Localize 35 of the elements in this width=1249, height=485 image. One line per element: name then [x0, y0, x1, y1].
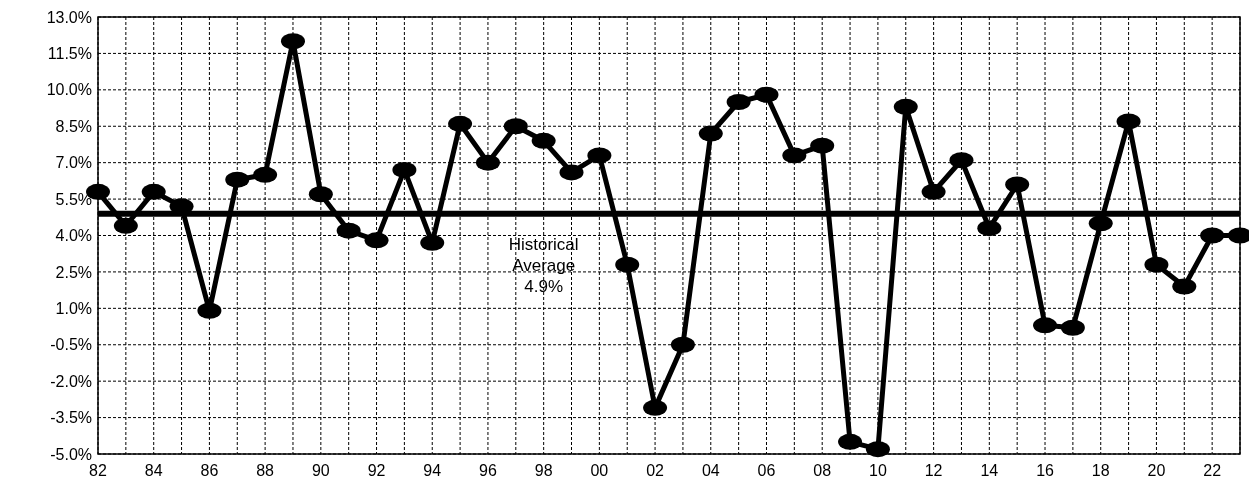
y-tick-label: 8.5%	[55, 117, 92, 135]
x-tick-label: 10	[869, 462, 887, 479]
x-tick-label: 98	[534, 462, 553, 479]
x-tick-label: 08	[813, 462, 832, 479]
x-tick-label: 96	[479, 462, 497, 479]
x-tick-label: 90	[311, 462, 330, 479]
x-tick-label: 04	[701, 462, 720, 479]
x-tick-label: 82	[89, 462, 107, 479]
x-tick-label: 94	[423, 462, 442, 479]
y-tick-label: 2.5%	[55, 263, 92, 281]
x-tick-label: 20	[1147, 462, 1166, 479]
x-tick-label: 12	[924, 462, 943, 479]
y-tick-label: 4.0%	[55, 227, 92, 245]
x-tick-label: 06	[757, 462, 776, 479]
y-tick-label: 1.0%	[55, 299, 92, 317]
x-tick-label: 00	[590, 462, 609, 479]
y-tick-label: -2.0%	[50, 372, 92, 390]
x-tick-label: 18	[1091, 462, 1110, 479]
x-tick-label: 92	[367, 462, 386, 479]
y-tick-label: -3.5%	[50, 409, 92, 427]
x-tick-label: 14	[980, 462, 999, 479]
ref-line-label: Historical Average 4.9%	[508, 234, 579, 296]
y-tick-label: -0.5%	[50, 336, 92, 354]
y-tick-label: 5.5%	[55, 190, 92, 208]
y-tick-label: -5.0%	[50, 445, 92, 463]
x-tick-label: 86	[200, 462, 219, 479]
x-tick-label: 02	[646, 462, 665, 479]
y-tick-label: 7.0%	[55, 154, 92, 172]
y-tick-label: 13.0%	[46, 8, 92, 26]
x-tick-label: 16	[1036, 462, 1055, 479]
y-tick-label: 11.5%	[47, 45, 92, 63]
y-tick-label: 10.0%	[46, 81, 92, 99]
x-tick-label: 84	[144, 462, 163, 479]
x-tick-label: 22	[1203, 462, 1222, 479]
x-tick-label: 88	[256, 462, 275, 479]
